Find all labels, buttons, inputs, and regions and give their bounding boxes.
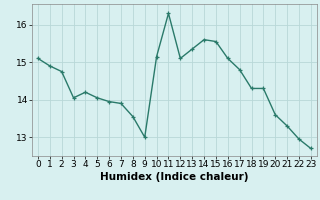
X-axis label: Humidex (Indice chaleur): Humidex (Indice chaleur) [100,172,249,182]
